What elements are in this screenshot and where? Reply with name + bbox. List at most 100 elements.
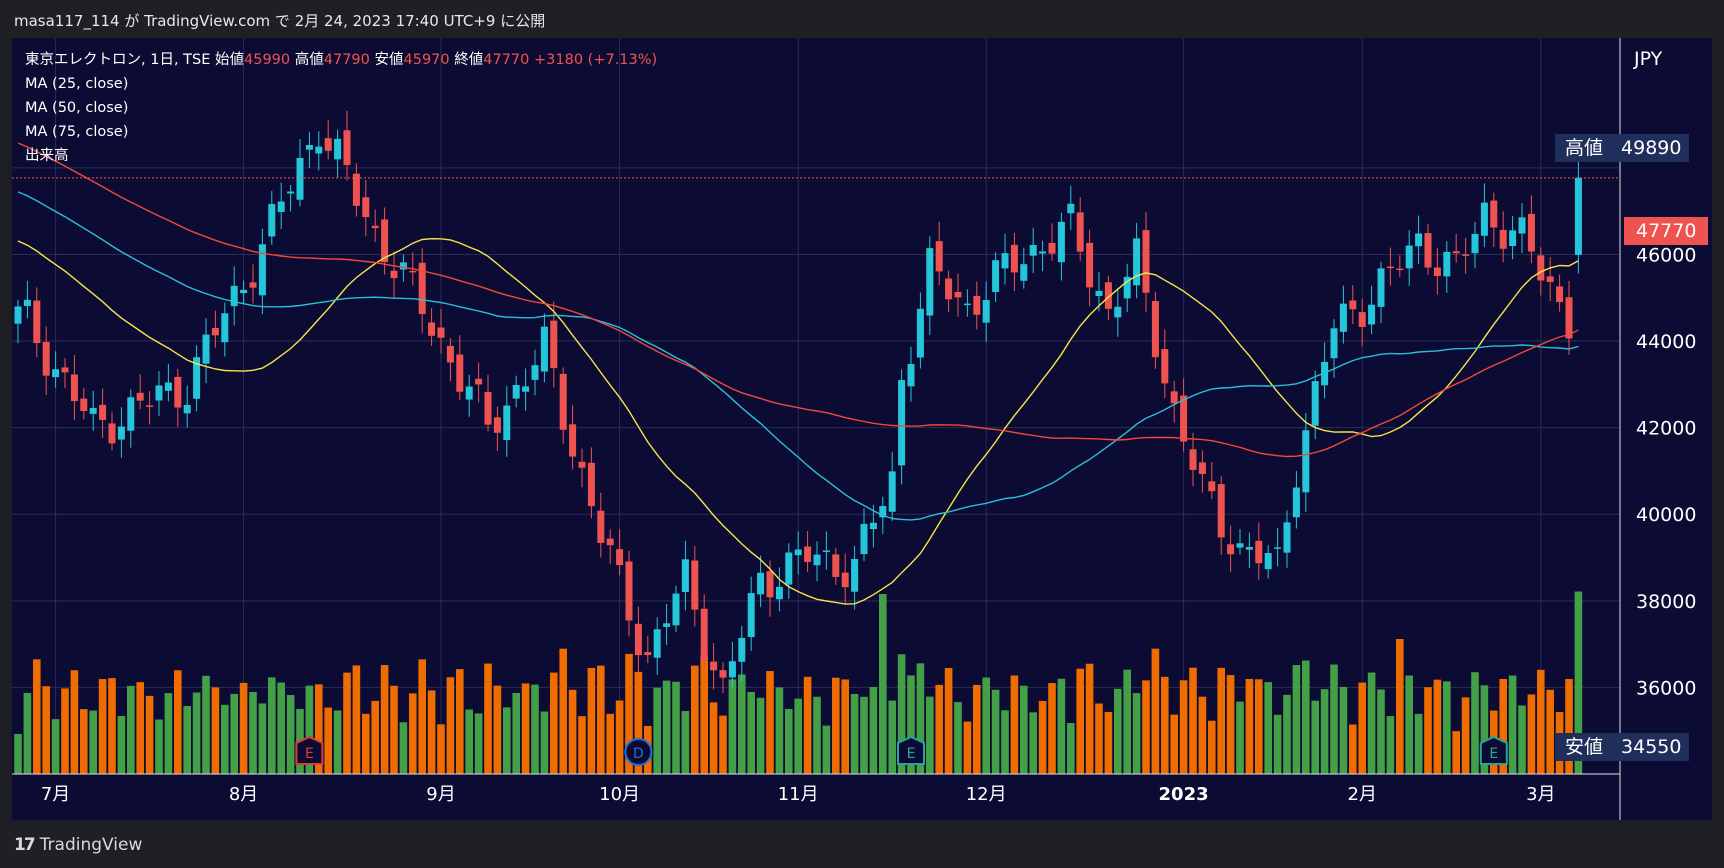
legend-ma25[interactable]: MA (25, close) — [25, 76, 129, 92]
candle-body — [1443, 251, 1451, 277]
volume-bar — [1255, 679, 1263, 774]
candle-body — [136, 392, 144, 401]
legend-ma75[interactable]: MA (75, close) — [25, 124, 129, 140]
volume-bar — [1010, 675, 1019, 774]
candle-body — [738, 637, 746, 662]
volume-bar — [700, 655, 708, 774]
candle-body — [61, 367, 69, 373]
candle-body — [1048, 242, 1056, 254]
price-tick-label: 46000 — [1636, 244, 1696, 266]
candle-body — [211, 327, 219, 336]
candle-body — [1462, 254, 1470, 256]
candle-body — [587, 462, 595, 507]
candle-body — [973, 295, 981, 315]
volume-bar — [615, 700, 624, 774]
volume-bar — [1405, 675, 1413, 774]
volume-bar — [1179, 680, 1188, 774]
volume-bar — [136, 682, 144, 774]
candle-body — [606, 538, 614, 546]
volume-bar — [935, 684, 943, 774]
volume-bar — [1377, 689, 1385, 774]
tradingview-brand[interactable]: 17 TradingView — [14, 835, 142, 855]
volume-bar — [1424, 687, 1432, 774]
candle-body — [851, 558, 859, 592]
volume-bar — [286, 694, 295, 774]
volume-bar — [474, 713, 483, 774]
candle-body — [493, 417, 501, 433]
legend-symbol: 東京エレクトロン, 1日, TSE — [25, 52, 211, 68]
brand-name: TradingView — [39, 835, 143, 855]
volume-bar — [1537, 669, 1545, 774]
candle-body — [80, 398, 88, 412]
volume-bar — [1020, 685, 1028, 774]
volume-bar — [1161, 676, 1169, 774]
legend-volume[interactable]: 出来高 — [25, 148, 69, 164]
candle-body — [766, 571, 774, 598]
moving-averages — [17, 142, 1579, 605]
volume-bar — [982, 677, 990, 774]
candles — [14, 110, 1582, 693]
candle-body — [390, 270, 398, 279]
volume-bar — [1574, 591, 1583, 774]
volume-bar — [1396, 639, 1404, 774]
candle-body — [1565, 297, 1573, 339]
volume-bar — [268, 677, 276, 774]
time-tick-label: 7月 — [41, 784, 70, 805]
candle-body — [945, 278, 953, 300]
candle-body — [681, 559, 689, 592]
candle-body — [1546, 276, 1554, 282]
volume-bar — [380, 665, 389, 774]
volume-bar — [1038, 700, 1047, 774]
candle-body — [625, 561, 633, 621]
top-bar: masa117_114 が TradingView.com で 2月 24, 2… — [0, 0, 1724, 38]
candle-body — [719, 670, 727, 678]
bottom-bar — [0, 822, 1724, 868]
last-price-value: 47770 — [1624, 217, 1709, 245]
candle-body — [1274, 547, 1282, 549]
volume-bar — [1508, 675, 1517, 774]
candle-body — [1574, 177, 1582, 255]
volume-bar — [916, 663, 925, 774]
candle-body — [1255, 540, 1263, 564]
candle-body — [240, 289, 248, 294]
legend-close-label: 終値 — [454, 52, 484, 68]
event-label: E — [305, 746, 314, 762]
volume-bar — [1461, 697, 1470, 774]
candle-body — [14, 306, 22, 324]
event-earnings-icon — [295, 735, 324, 765]
volume-bar — [1471, 672, 1479, 774]
volume-bar — [1236, 701, 1244, 774]
volume-bar — [521, 683, 530, 774]
volume-bar — [540, 711, 549, 774]
candle-body — [1377, 268, 1385, 307]
candle-body — [841, 572, 849, 588]
volume-bar — [963, 721, 972, 774]
volume-bar — [333, 710, 342, 774]
volume-bar — [1217, 667, 1225, 774]
event-earnings-icon — [1479, 735, 1508, 765]
candle-body — [1245, 546, 1253, 550]
volume-bar — [897, 654, 906, 774]
volume-bar — [578, 716, 586, 774]
volume-bar — [606, 713, 614, 774]
volume-bar — [634, 671, 643, 774]
volume-bar — [1076, 668, 1084, 774]
candle-body — [1499, 229, 1507, 249]
volume-bar — [662, 680, 671, 774]
candle-body — [1086, 242, 1094, 288]
candle-body — [550, 320, 558, 369]
candle-body — [371, 225, 379, 229]
volume-bar — [1367, 672, 1376, 774]
volume-bar — [164, 693, 173, 774]
volume-bar — [493, 685, 502, 774]
candle-body — [597, 510, 605, 543]
volume-bar — [907, 675, 915, 774]
volume-bar — [756, 697, 765, 774]
volume-bar — [1499, 678, 1507, 774]
volume-bar — [1518, 705, 1526, 774]
volume-bar — [1114, 688, 1122, 774]
legend-ma50[interactable]: MA (50, close) — [25, 100, 129, 116]
candle-body — [512, 384, 520, 399]
